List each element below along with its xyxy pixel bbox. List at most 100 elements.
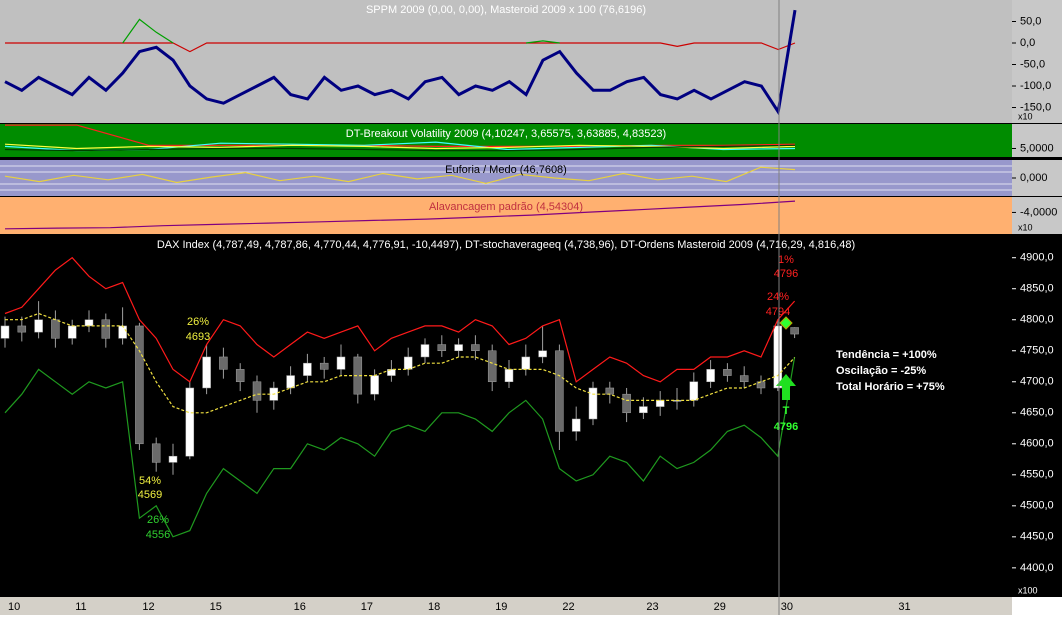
candle-body bbox=[487, 350, 497, 383]
y-tick-label: 4450,0 bbox=[1020, 531, 1054, 543]
signal-note: Oscilação = -25% bbox=[836, 365, 926, 377]
annotation: 4693 bbox=[186, 331, 210, 343]
panel-background bbox=[0, 0, 1012, 123]
footer bbox=[0, 615, 1062, 631]
y-tick-label: -50,0 bbox=[1020, 58, 1045, 70]
candle-body bbox=[605, 387, 615, 395]
x-tick-label: 29 bbox=[714, 601, 726, 613]
annotation: 26% bbox=[187, 316, 209, 328]
y-tick-label: -4,0000 bbox=[1020, 206, 1057, 218]
annotation: 4569 bbox=[138, 489, 162, 501]
candle-body bbox=[555, 350, 564, 432]
signal-note: Tendência = +100% bbox=[836, 349, 937, 361]
candle-body bbox=[739, 375, 749, 383]
candle-body bbox=[639, 406, 648, 414]
candle-body bbox=[622, 393, 631, 414]
candle-body bbox=[286, 375, 295, 389]
x-tick-label: 17 bbox=[361, 601, 373, 613]
x-tick-label: 22 bbox=[562, 601, 574, 613]
candle-body bbox=[471, 344, 480, 352]
series-line bbox=[4, 9, 797, 116]
series-line bbox=[5, 42, 796, 53]
candle-body bbox=[118, 325, 127, 339]
y-tick-label: 4750,0 bbox=[1020, 345, 1054, 357]
candle-body bbox=[454, 344, 463, 352]
y-tick-label: 4600,0 bbox=[1020, 438, 1054, 450]
annotation: 4796 bbox=[774, 421, 798, 433]
panel-background bbox=[0, 124, 1012, 157]
panel-title: Alavancagem padrão (4,54304) bbox=[429, 201, 583, 213]
candle-body bbox=[219, 356, 228, 370]
series-line bbox=[5, 124, 796, 147]
y-tick-label: 4800,0 bbox=[1020, 314, 1054, 326]
candle-body bbox=[168, 455, 178, 463]
annotation: T bbox=[783, 405, 790, 417]
x-tick-label: 19 bbox=[495, 601, 507, 613]
y-tick-label: 4900,0 bbox=[1020, 252, 1054, 264]
panel-title: DAX Index (4,787,49, 4,787,86, 4,770,44,… bbox=[157, 239, 855, 251]
candle-body bbox=[135, 325, 144, 445]
candle-body bbox=[403, 356, 413, 370]
candle-body bbox=[756, 381, 766, 389]
panel-title: SPPM 2009 (0,00, 0,00), Masteroid 2009 x… bbox=[366, 4, 646, 16]
candle-body bbox=[202, 356, 211, 389]
candle-body bbox=[387, 369, 396, 376]
axis-background bbox=[1012, 197, 1062, 234]
annotation: 54% bbox=[139, 475, 161, 487]
axis-background bbox=[1012, 160, 1062, 196]
multiplier: x10 bbox=[1018, 111, 1033, 121]
x-tick-label: 18 bbox=[428, 601, 440, 613]
y-tick-label: 4550,0 bbox=[1020, 469, 1054, 481]
x-tick-label: 11 bbox=[75, 601, 86, 613]
x-axis-background bbox=[0, 597, 1012, 615]
y-tick-label: -100,0 bbox=[1020, 80, 1051, 92]
x-tick-label: 31 bbox=[898, 601, 910, 613]
y-tick-label: -150,0 bbox=[1020, 101, 1051, 113]
candle-body bbox=[504, 369, 514, 383]
annotation: 1% bbox=[778, 254, 794, 266]
signal-marker bbox=[779, 316, 793, 330]
candle-body bbox=[0, 325, 10, 339]
candle-body bbox=[336, 356, 346, 370]
candle-body bbox=[723, 369, 732, 376]
annotation: 4796 bbox=[774, 268, 798, 280]
candle-body bbox=[370, 375, 379, 395]
buy-arrow bbox=[776, 374, 796, 400]
panel-title: DT-Breakout Volatility 2009 (4,10247, 3,… bbox=[346, 128, 666, 140]
candle-body bbox=[303, 362, 312, 376]
y-tick-label: 4850,0 bbox=[1020, 283, 1054, 295]
candle-body bbox=[101, 319, 111, 339]
candle-body bbox=[185, 387, 195, 457]
corner bbox=[1012, 597, 1062, 615]
y-tick-label: 50,0 bbox=[1020, 15, 1041, 27]
x-tick-label: 30 bbox=[781, 601, 793, 613]
y-tick-label: 4700,0 bbox=[1020, 376, 1054, 388]
candle-body bbox=[235, 369, 245, 383]
y-tick-label: 4500,0 bbox=[1020, 500, 1054, 512]
candle-body bbox=[437, 344, 447, 352]
annotation: 4556 bbox=[146, 529, 170, 541]
panel-title: Euforia / Medo (46,7608) bbox=[445, 164, 567, 176]
series-line bbox=[5, 312, 796, 414]
x-tick-label: 23 bbox=[646, 601, 658, 613]
x-tick-label: 16 bbox=[294, 601, 306, 613]
y-tick-label: 0,0 bbox=[1020, 37, 1035, 49]
y-tick-label: 5,0000 bbox=[1020, 142, 1054, 154]
candle-body bbox=[34, 319, 43, 333]
candle-body bbox=[51, 319, 60, 339]
candle-body bbox=[538, 350, 547, 358]
axis-background bbox=[1012, 124, 1062, 157]
y-tick-label: 4650,0 bbox=[1020, 407, 1054, 419]
candle-body bbox=[689, 381, 699, 401]
candle-body bbox=[17, 325, 27, 333]
candle-body bbox=[773, 325, 783, 389]
annotation: 4794 bbox=[766, 306, 790, 318]
multiplier: x10 bbox=[1018, 222, 1033, 232]
series-line bbox=[4, 356, 796, 538]
candle-body bbox=[319, 362, 329, 370]
candle-body bbox=[420, 344, 430, 358]
candle-body bbox=[84, 319, 94, 327]
y-tick-label: 4400,0 bbox=[1020, 562, 1054, 574]
axis-background bbox=[1012, 236, 1062, 597]
